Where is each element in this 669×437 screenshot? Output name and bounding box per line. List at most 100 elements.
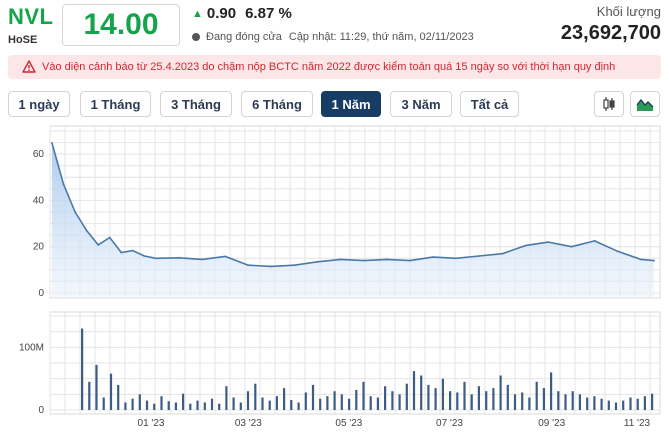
volume-bar [420, 375, 423, 410]
tab-1-month[interactable]: 1 Tháng [80, 91, 151, 117]
volume-bar [196, 400, 199, 410]
warning-text: Vào diện cảnh báo từ 25.4.2023 do chậm n… [42, 61, 616, 73]
candlestick-icon [603, 97, 615, 111]
price-point [293, 264, 296, 267]
price-point [653, 259, 655, 262]
volume-bar [81, 328, 84, 410]
area-chart-icon [636, 98, 654, 111]
price-point [131, 249, 134, 252]
price-point [409, 259, 411, 262]
price-point [524, 244, 527, 247]
volume-bar [441, 378, 444, 410]
volume-bar [564, 394, 567, 410]
volume-bar [578, 394, 581, 410]
x-tick-label: 09 '23 [538, 418, 565, 429]
price-point [143, 255, 146, 257]
volume-bar [506, 384, 509, 410]
volume-bar [391, 391, 394, 410]
exchange-label: HoSE [8, 34, 38, 46]
price-point [432, 256, 434, 258]
volume-bar [117, 384, 120, 410]
volume-bar [124, 402, 127, 410]
current-price: 14.00 [62, 4, 180, 46]
volume-value: 23,692,700 [560, 22, 661, 44]
update-time: Cập nhật: 11:29, thứ năm, 02/11/2023 [288, 31, 474, 43]
price-point [85, 229, 88, 232]
volume-bar [571, 391, 574, 410]
price-y-tick: 20 [33, 242, 45, 253]
price-y-tick: 40 [33, 195, 45, 206]
volume-bar [167, 401, 170, 410]
tab-6-months[interactable]: 6 Tháng [241, 91, 313, 117]
change-percent: 6.87 % [245, 5, 292, 22]
volume-bar [218, 403, 221, 410]
price-area [52, 143, 654, 298]
warning-banner: Vào diện cảnh báo từ 25.4.2023 do chậm n… [8, 55, 661, 79]
tab-1-year[interactable]: 1 Năm [321, 91, 381, 117]
volume-bar [593, 396, 596, 410]
volume-bar [232, 397, 235, 410]
volume-bar [463, 381, 466, 410]
volume-bar [412, 371, 416, 410]
warning-icon [22, 60, 36, 73]
volume-bar [109, 373, 113, 410]
price-point [478, 255, 481, 257]
volume-bar [499, 375, 502, 410]
volume-bar [376, 397, 379, 410]
volume-bar [586, 397, 589, 410]
volume-bar [297, 402, 300, 410]
volume-bar [600, 398, 603, 410]
price-point [547, 241, 550, 243]
price-point [51, 142, 53, 144]
volume-bar [651, 393, 654, 410]
volume-bar [636, 398, 639, 410]
volume-bar [362, 381, 365, 410]
price-point [593, 240, 596, 242]
volume-bar [542, 388, 545, 410]
volume-bar [369, 396, 372, 410]
volume-bar [456, 392, 459, 410]
volume-bar [449, 391, 452, 410]
volume-bar [477, 386, 480, 410]
volume-bar [528, 397, 531, 410]
price-point [639, 258, 642, 261]
x-tick-label: 05 '23 [335, 418, 362, 429]
candlestick-chart-button[interactable] [594, 91, 624, 117]
volume-label: Khối lượng [596, 4, 661, 19]
volume-bar [384, 386, 387, 410]
price-point [62, 183, 65, 186]
volume-bar [153, 403, 156, 410]
volume-bar [557, 391, 560, 410]
volume-bar [550, 372, 553, 410]
volume-bar [333, 391, 336, 410]
tab-1-day[interactable]: 1 ngày [8, 91, 70, 117]
price-point [270, 265, 273, 268]
price-point [570, 245, 573, 248]
price-point [339, 258, 342, 261]
volume-bar [614, 402, 618, 410]
status-dot-icon [192, 33, 200, 41]
volume-bar [182, 393, 185, 410]
market-status: Đang đóng cửa Cập nhật: 11:29, thứ năm, … [192, 31, 474, 43]
volume-bar [283, 388, 286, 410]
price-point [362, 259, 365, 262]
tab-3-years[interactable]: 3 Năm [390, 91, 452, 117]
tab-3-months[interactable]: 3 Tháng [160, 91, 232, 117]
volume-bar [160, 396, 163, 410]
volume-bar [203, 402, 206, 410]
volume-bar [643, 396, 646, 410]
price-panel: 0 20 40 60 [33, 125, 661, 299]
area-chart-button[interactable] [630, 91, 660, 117]
price-point [74, 211, 76, 213]
price-y-tick: 0 [38, 288, 44, 299]
volume-bar [102, 397, 105, 410]
volume-bar [340, 394, 343, 410]
volume-y-tick: 0 [38, 405, 44, 416]
volume-bar [210, 398, 214, 410]
volume-bar [275, 396, 278, 410]
volume-bar [326, 396, 329, 410]
x-tick-label: 03 '23 [235, 418, 262, 429]
tab-all[interactable]: Tất cả [460, 91, 519, 117]
volume-panel: 0 100M 01 '23 03 '23 05 '23 07 '23 09 '23 11 '2… [19, 311, 661, 429]
price-point [224, 255, 227, 258]
